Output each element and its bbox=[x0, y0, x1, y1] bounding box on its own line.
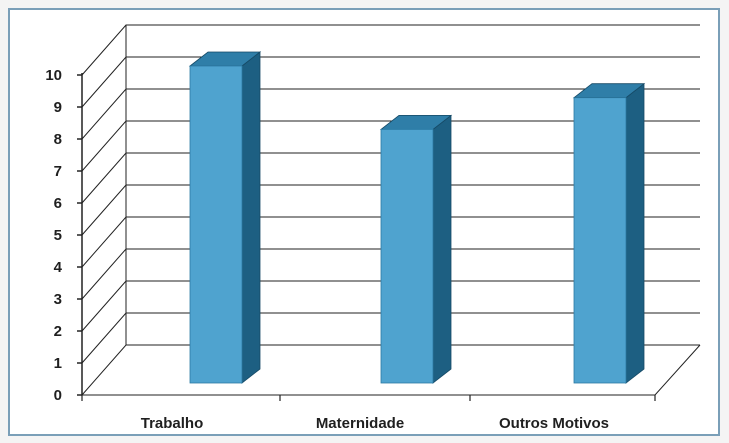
y-tick-label-10: 10 bbox=[45, 67, 62, 84]
bar-front bbox=[573, 97, 627, 384]
y-tick-label-1: 1 bbox=[54, 355, 62, 372]
y-tick-labels: 0 1 2 3 4 5 6 7 8 9 10 bbox=[45, 67, 62, 404]
gridline-10 bbox=[81, 24, 700, 76]
bar-side bbox=[625, 82, 645, 384]
y-tick-label-5: 5 bbox=[54, 227, 62, 244]
bar-side bbox=[432, 114, 452, 384]
y-tick-label-2: 2 bbox=[54, 323, 62, 340]
y-tick-label-7: 7 bbox=[54, 163, 62, 180]
x-category-labels: Trabalho Maternidade Outros Motivos bbox=[141, 415, 609, 432]
x-category-label-2: Outros Motivos bbox=[499, 415, 609, 432]
y-tick-label-9: 9 bbox=[54, 99, 62, 116]
bars bbox=[188, 51, 646, 384]
y-tick-label-3: 3 bbox=[54, 291, 62, 308]
bar-maternidade bbox=[379, 114, 453, 384]
gridlines bbox=[81, 24, 700, 396]
y-tick-label-4: 4 bbox=[54, 259, 63, 276]
bar-side bbox=[241, 51, 261, 384]
x-category-label-0: Trabalho bbox=[141, 415, 204, 432]
x-category-label-1: Maternidade bbox=[316, 415, 404, 432]
y-tick-label-0: 0 bbox=[54, 387, 62, 404]
y-axis bbox=[77, 73, 656, 401]
bar-front bbox=[380, 128, 434, 384]
y-tick-label-6: 6 bbox=[54, 195, 62, 212]
bar-front bbox=[189, 65, 243, 384]
bar-outros-motivos bbox=[572, 82, 646, 384]
y-tick-label-8: 8 bbox=[54, 131, 62, 148]
bar-trabalho bbox=[188, 51, 262, 384]
